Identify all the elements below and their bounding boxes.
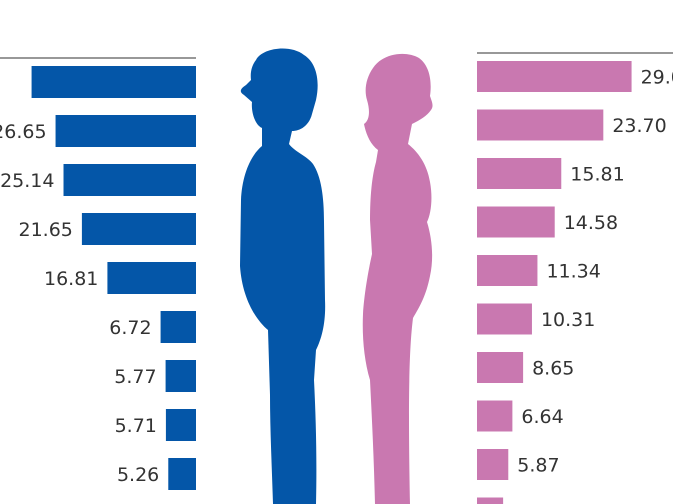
men-bar-value-label: 5.26 <box>117 464 159 486</box>
men-bar-value-label: 5.77 <box>114 366 156 388</box>
women-bar-value-label: 15.81 <box>570 164 624 186</box>
female-silhouette-icon <box>362 53 433 504</box>
women-bar-value-label: 10.31 <box>541 309 595 331</box>
women-bar-value-label: 5.87 <box>517 455 559 477</box>
men-bar-value-label: 25.14 <box>0 170 54 192</box>
women-bar <box>477 61 632 92</box>
women-bar-value-label: 11.34 <box>546 261 600 283</box>
women-bar <box>477 255 538 286</box>
men-bar <box>168 458 196 490</box>
women-bar-value-label: 29.0 <box>641 67 673 89</box>
men-bar <box>63 164 196 196</box>
men-bar-value-label: 26.65 <box>0 121 47 143</box>
men-bar <box>165 360 196 392</box>
women-bar <box>477 449 509 480</box>
women-bar-value-label: 14.58 <box>564 212 618 234</box>
men-bar-value-label: 21.65 <box>18 219 72 241</box>
women-bar <box>477 352 524 383</box>
women-bar-value-label: 23.70 <box>612 115 666 137</box>
men-bar <box>107 262 196 294</box>
women-bar <box>477 109 604 141</box>
women-bar <box>477 303 532 335</box>
women-bar-value-label: 6.64 <box>521 406 563 428</box>
men-bar <box>160 311 196 343</box>
women-bar <box>477 497 504 504</box>
male-silhouette-icon <box>240 48 326 504</box>
men-bar-value-label: 5.71 <box>115 415 157 437</box>
men-bar <box>31 66 196 98</box>
women-bar <box>477 206 555 238</box>
men-bar <box>55 115 196 147</box>
women-bar <box>477 400 513 432</box>
women-bar <box>477 158 562 189</box>
women-bar-value-label: 8.65 <box>532 358 574 380</box>
men-bar-value-label: 6.72 <box>109 317 151 339</box>
men-bar <box>81 213 196 245</box>
men-bar <box>165 409 196 441</box>
men-bar-value-label: 16.81 <box>44 268 98 290</box>
